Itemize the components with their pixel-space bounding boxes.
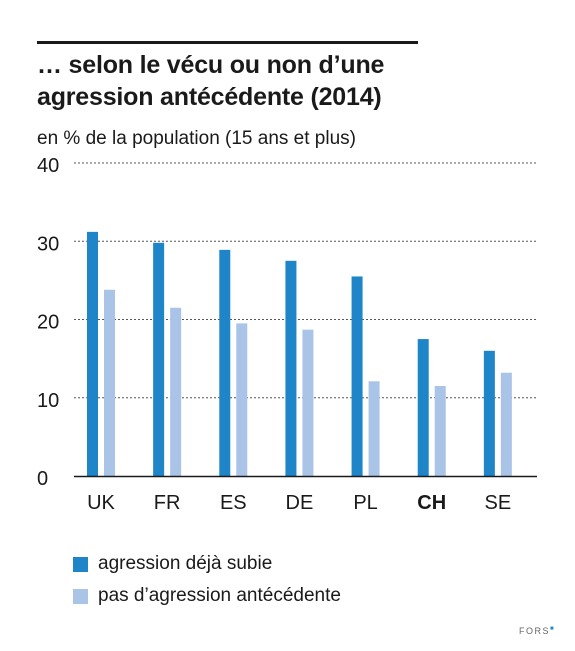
legend-swatch-series-1	[73, 556, 88, 572]
bar-uk-series-1	[87, 231, 98, 476]
legend-item-series-1: agression déjà subie	[73, 548, 341, 580]
legend-item-series-2: pas d’agression antécédente	[73, 580, 341, 612]
chart-title-line-1: … selon le vécu ou non d’une	[37, 51, 385, 79]
logo-text: FORS	[519, 626, 551, 636]
bar-uk-series-2	[104, 289, 115, 476]
bar-se-series-2	[500, 372, 512, 476]
y-tick-label-40: 40	[37, 155, 59, 177]
legend-label-series-2: pas d’agression antécédente	[98, 585, 341, 606]
legend: agression déjà subie pas d’agression ant…	[73, 548, 341, 612]
chart-title-line-2: agression antécédente (2014)	[37, 83, 382, 111]
x-tick-label-de: DE	[286, 492, 314, 514]
x-tick-label-se: SE	[485, 492, 512, 514]
fors-logo: FORS■	[519, 626, 556, 636]
legend-label-series-1: agression déjà subie	[98, 553, 273, 574]
y-tick-label-10: 10	[37, 390, 59, 412]
x-tick-label-uk: UK	[87, 492, 115, 514]
bar-de-series-1	[285, 260, 297, 476]
x-tick-label-es: ES	[220, 492, 247, 514]
y-tick-label-0: 0	[37, 468, 48, 490]
bar-fr-series-1	[153, 242, 165, 476]
legend-swatch-series-2	[73, 588, 88, 604]
x-tick-label-fr: FR	[154, 492, 181, 514]
x-tick-label-ch: CH	[417, 492, 446, 514]
bar-es-series-1	[219, 249, 231, 476]
x-tick-label-pl: PL	[353, 492, 377, 514]
bar-es-series-2	[236, 323, 248, 476]
bar-ch-series-2	[434, 386, 446, 476]
y-tick-label-20: 20	[37, 312, 59, 334]
bar-fr-series-2	[170, 307, 182, 476]
bar-se-series-1	[483, 350, 495, 476]
title-rule	[37, 41, 418, 44]
chart-subtitle: en % de la population (15 ans et plus)	[37, 128, 356, 149]
chart-title: … selon le vécu ou non d’une agression a…	[37, 49, 457, 113]
bar-ch-series-1	[417, 339, 429, 476]
bar-de-series-2	[302, 329, 314, 476]
y-tick-label-30: 30	[37, 233, 59, 255]
bar-pl-series-2	[368, 381, 380, 476]
bar-pl-series-1	[351, 276, 363, 476]
